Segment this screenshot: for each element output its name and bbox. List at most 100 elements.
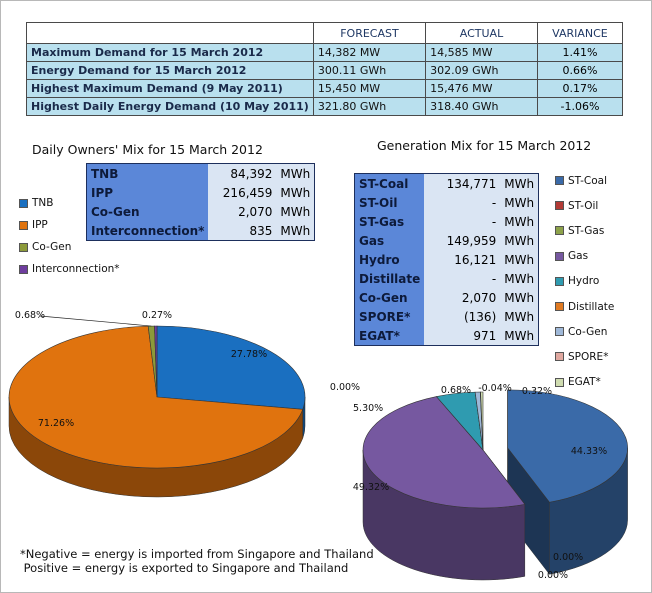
data-label-st-gas: 0.00% xyxy=(538,570,568,581)
actual-value: 14,585 MW xyxy=(425,43,538,62)
generation-mix-table: ST-Coal 134,771 MWh ST-Oil - MWh ST-Gas - MWh … xyxy=(354,173,540,346)
data-label-co-gen: 0.68% xyxy=(441,385,471,396)
legend-label: Co-Gen xyxy=(568,325,608,338)
owner-name: IPP xyxy=(86,183,209,202)
gen-value: - xyxy=(424,193,501,212)
legend-swatch xyxy=(555,251,564,261)
gen-value: 134,771 xyxy=(424,173,501,193)
generation-mix-title: Generation Mix for 15 March 2012 xyxy=(377,138,592,153)
row-label: Highest Daily Energy Demand (10 May 2011… xyxy=(26,97,314,116)
legend-item-egat: EGAT* xyxy=(555,370,614,395)
row-label: Maximum Demand for 15 March 2012 xyxy=(26,43,314,62)
data-label-egat: 0.32% xyxy=(522,386,552,397)
gen-unit: MWh xyxy=(500,193,539,212)
owners-mix-title: Daily Owners' Mix for 15 March 2012 xyxy=(32,142,263,157)
legend-swatch xyxy=(555,276,564,286)
gen-name: ST-Gas xyxy=(354,212,425,231)
actual-value: 318.40 GWh xyxy=(425,97,538,116)
footnote: *Negative = energy is imported from Sing… xyxy=(20,547,374,575)
pie-slice-egat xyxy=(480,391,484,451)
row-label: Highest Maximum Demand (9 May 2011) xyxy=(26,79,314,98)
owners-mix-pie-chart: 27.78% 71.26% 0.68% 0.27% xyxy=(8,310,306,498)
data-label-co-gen: 0.68% xyxy=(15,310,45,321)
pie-side-layer xyxy=(362,389,628,581)
pie-slice-interconnection xyxy=(154,325,158,398)
legend-swatch xyxy=(19,264,28,274)
gen-unit: MWh xyxy=(500,250,539,269)
table-row: Hydro 16,121 MWh xyxy=(354,250,539,269)
summary-header-variance: VARIANCE xyxy=(536,22,624,44)
summary-header-actual: ACTUAL xyxy=(425,22,538,44)
gen-name: EGAT* xyxy=(354,326,425,346)
footnote-line-negative: *Negative = energy is imported from Sing… xyxy=(20,547,374,561)
table-row: Co-Gen 2,070 MWh xyxy=(86,202,315,221)
legend-item-st-coal: ST-Coal xyxy=(555,168,614,193)
legend-label: Hydro xyxy=(568,275,600,288)
actual-value: 302.09 GWh xyxy=(425,61,538,80)
table-row: Interconnection* 835 MWh xyxy=(86,221,315,241)
gen-unit: MWh xyxy=(500,269,539,288)
gen-value: 971 xyxy=(424,326,501,346)
legend-item-st-gas: ST-Gas xyxy=(555,218,614,243)
gen-unit: MWh xyxy=(500,231,539,250)
legend-label: ST-Oil xyxy=(568,199,599,212)
forecast-value: 321.80 GWh xyxy=(312,97,427,116)
legend-swatch xyxy=(555,176,564,186)
forecast-value: 14,382 MW xyxy=(312,43,427,62)
gen-name: Gas xyxy=(354,231,425,250)
forecast-value: 15,450 MW xyxy=(312,79,427,98)
table-row: Distillate - MWh xyxy=(354,269,539,288)
owner-name: Interconnection* xyxy=(86,221,209,241)
footnote-line-positive: Positive = energy is exported to Singapo… xyxy=(20,561,349,575)
owner-unit: MWh xyxy=(276,221,315,241)
legend-label: Gas xyxy=(568,250,589,263)
legend-item-distillate: Distillate xyxy=(555,294,614,319)
summary-header-forecast: FORECAST xyxy=(312,22,427,44)
pie-top-layer xyxy=(362,389,628,509)
gen-value: 2,070 xyxy=(424,288,501,307)
legend-item-co-gen: Co-Gen xyxy=(555,319,614,344)
data-label-gas: 49.32% xyxy=(353,482,389,493)
table-row: ST-Coal 134,771 MWh xyxy=(354,173,539,193)
table-row: Gas 149,959 MWh xyxy=(354,231,539,250)
summary-header-blank xyxy=(26,22,314,44)
gen-value: (136) xyxy=(424,307,501,326)
owners-mix-legend: TNB IPP Co-Gen Interconnection* xyxy=(19,192,120,280)
legend-item-co-gen: Co-Gen xyxy=(19,236,120,258)
data-label-interconnection: 0.27% xyxy=(142,310,172,321)
owner-unit: MWh xyxy=(276,202,315,221)
legend-item-ipp: IPP xyxy=(19,214,120,236)
table-row: TNB 84,392 MWh xyxy=(86,163,315,183)
pie-label-layer: 44.33% 49.32% 5.30% 0.68% -0.04% 0.32% 0.00% 0.… xyxy=(330,382,607,581)
gen-unit: MWh xyxy=(500,307,539,326)
legend-swatch xyxy=(555,352,564,362)
data-label-st-oil: 0.00% xyxy=(330,382,360,393)
legend-item-st-oil: ST-Oil xyxy=(555,193,614,218)
legend-label: Co-Gen xyxy=(32,241,72,253)
data-label-distillate: 0.00% xyxy=(553,552,583,563)
owner-value: 84,392 xyxy=(208,163,277,183)
gen-name: Hydro xyxy=(354,250,425,269)
forecast-value: 300.11 GWh xyxy=(312,61,427,80)
gen-value: - xyxy=(424,269,501,288)
demand-summary-table: FORECAST ACTUAL VARIANCE Maximum Demand … xyxy=(26,22,624,116)
legend-swatch xyxy=(19,220,28,230)
table-row: EGAT* 971 MWh xyxy=(354,326,539,346)
pie-top-layer xyxy=(8,325,306,469)
label-leader-line xyxy=(39,315,152,327)
gen-value: 16,121 xyxy=(424,250,501,269)
gen-name: SPORE* xyxy=(354,307,425,326)
pie-slice-ipp xyxy=(8,325,304,469)
table-row: Highest Daily Energy Demand (10 May 2011… xyxy=(26,97,624,116)
legend-item-spore: SPORE* xyxy=(555,344,614,369)
legend-swatch xyxy=(555,302,564,312)
table-row: Highest Maximum Demand (9 May 2011) 15,4… xyxy=(26,79,624,98)
variance-value: -1.06% xyxy=(536,97,624,116)
legend-swatch xyxy=(19,198,28,208)
owner-unit: MWh xyxy=(276,163,315,183)
table-row: SPORE* (136) MWh xyxy=(354,307,539,326)
row-label: Energy Demand for 15 March 2012 xyxy=(26,61,314,80)
owner-value: 2,070 xyxy=(208,202,277,221)
table-row: IPP 216,459 MWh xyxy=(86,183,315,202)
summary-header-row: FORECAST ACTUAL VARIANCE xyxy=(26,22,624,44)
